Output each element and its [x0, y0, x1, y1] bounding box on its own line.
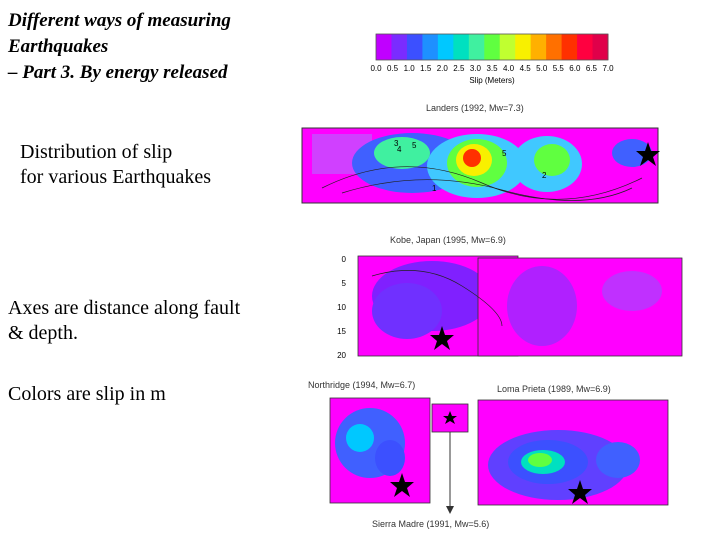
slip-colorbar: 0.0 0.5 1.0 1.5 2.0 2.5 3.0 3.5 4.0 4.5 5.0 5.5 6.0 6… [370, 33, 614, 85]
colorbar-cell [561, 34, 578, 60]
hypocenter-star-icon [390, 473, 414, 497]
title-line-2: Earthquakes [8, 36, 109, 57]
title-line-1: Different ways of measuring [8, 10, 231, 31]
hypocenter-star-icon [443, 411, 457, 424]
northridge-caption: Northridge (1994, Mw=6.7) [308, 380, 416, 390]
colorbar-tick-label: 2.0 [437, 64, 449, 73]
colorbar-cell [391, 34, 408, 60]
colorbar-cell [515, 34, 532, 60]
distribution-line-2: for various Earthquakes [20, 166, 212, 188]
colorbar-cell [422, 34, 439, 60]
colorbar-tick-label: 3.5 [486, 64, 498, 73]
colorbar-label: Slip (Meters) [469, 76, 515, 85]
depth-tick-label: 10 [337, 303, 346, 312]
landers-contour-label: 4 [397, 145, 402, 154]
hypocenter-star-icon [568, 480, 592, 504]
depth-tick-label: 15 [337, 327, 346, 336]
colorbar-cell [484, 34, 501, 60]
distribution-line-1: Distribution of slip [20, 141, 173, 163]
sierra-madre-caption: Sierra Madre (1991, Mw=5.6) [372, 519, 490, 529]
northridge-slip-map [329, 397, 431, 504]
kobe-caption: Kobe, Japan (1995, Mw=6.9) [390, 235, 506, 245]
distribution-text: Distribution of slip for various Earthqu… [20, 140, 211, 190]
colorbar-tick-label: 4.5 [520, 64, 532, 73]
depth-tick-label: 0 [342, 255, 347, 264]
landers-contour-label: 3 [394, 139, 399, 148]
colorbar-tick-label: 6.5 [586, 64, 598, 73]
landers-contour-label: 1 [432, 184, 437, 193]
landers-contour-label: 5 [502, 149, 507, 158]
colorbar-tick-label: 5.0 [536, 64, 548, 73]
colorbar-cell [406, 34, 423, 60]
title-line-3: – Part 3. By energy released [8, 62, 228, 83]
colors-text: Colors are slip in m [8, 383, 166, 405]
landers-contour-label: 5 [412, 141, 417, 150]
kobe-slip-map: 0 5 10 15 20 [337, 255, 683, 360]
colorbar-tick-label: 5.5 [553, 64, 565, 73]
colorbar-tick-label: 3.0 [470, 64, 482, 73]
landers-caption: Landers (1992, Mw=7.3) [426, 103, 524, 113]
colorbar-tick-label: 2.5 [453, 64, 465, 73]
colorbar-cell [592, 34, 609, 60]
axes-line-2: & depth. [8, 322, 78, 344]
colorbar-cell [453, 34, 470, 60]
landers-contour-label: 2 [542, 171, 547, 180]
slide-title: Different ways of measuring Earthquakes … [8, 8, 308, 86]
colorbar-cell [546, 34, 563, 60]
colorbar-tick-label: 0.5 [387, 64, 399, 73]
hypocenter-star-icon [430, 326, 454, 350]
colorbar-cell [468, 34, 485, 60]
landers-slip-map: 3 4 5 5 2 1 [301, 127, 660, 204]
colorbar-cell [530, 34, 547, 60]
loma-prieta-caption: Loma Prieta (1989, Mw=6.9) [497, 384, 611, 394]
colorbar-tick-label: 4.0 [503, 64, 515, 73]
colorbar-cell [376, 34, 392, 60]
colorbar-cell [499, 34, 516, 60]
axes-line-1: Axes are distance along fault [8, 297, 241, 319]
colorbar-tick-label: 7.0 [602, 64, 614, 73]
sierra-madre-slip-map [431, 403, 469, 514]
depth-tick-label: 5 [342, 279, 347, 288]
colorbar-cell [437, 34, 454, 60]
depth-tick-label: 20 [337, 351, 346, 360]
loma-prieta-slip-map [477, 399, 669, 506]
colorbar-tick-label: 1.5 [420, 64, 432, 73]
colorbar-tick-label: 0.0 [370, 64, 382, 73]
axes-text: Axes are distance along fault & depth. [8, 296, 240, 346]
hypocenter-star-icon [636, 142, 660, 166]
colorbar-tick-label: 1.0 [404, 64, 416, 73]
colorbar-tick-label: 6.0 [569, 64, 581, 73]
colorbar-cell [577, 34, 594, 60]
